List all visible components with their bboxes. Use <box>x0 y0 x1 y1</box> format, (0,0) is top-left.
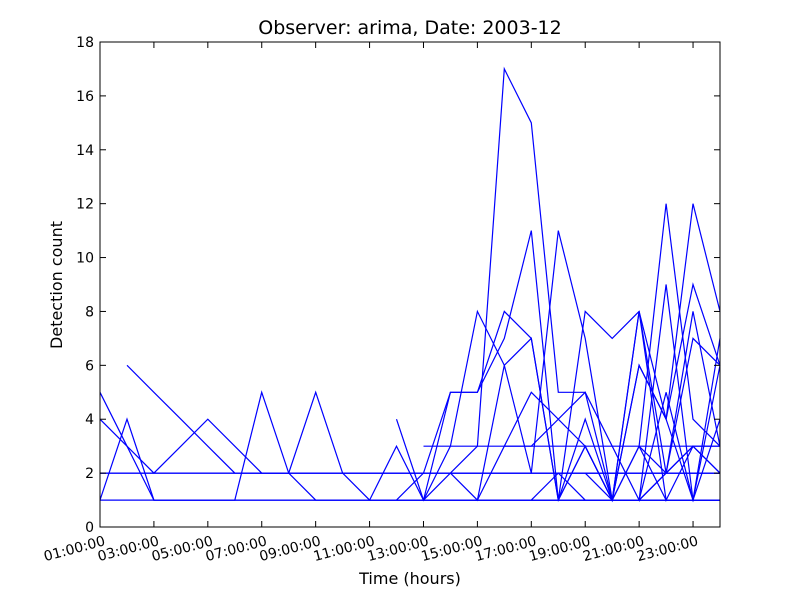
x-axis-label: Time (hours) <box>358 569 461 588</box>
y-tick-label: 6 <box>85 358 94 374</box>
series-line-19 <box>611 444 720 501</box>
y-axis-label: Detection count <box>47 221 66 349</box>
y-axis-ticks: 0 2 4 6 8 10 12 14 16 18 <box>76 35 720 536</box>
y-tick-label: 8 <box>85 304 94 320</box>
series-line-20 <box>638 445 721 474</box>
series-line-14 <box>476 284 721 503</box>
y-tick-label: 10 <box>76 251 94 267</box>
series-line-13 <box>449 230 721 502</box>
y-tick-label: 0 <box>85 520 94 536</box>
series-line-18 <box>584 392 721 503</box>
y-tick-label: 4 <box>85 412 94 428</box>
plot-lines <box>99 66 721 503</box>
chart-title: Observer: arima, Date: 2003-12 <box>258 17 561 39</box>
series-line-16 <box>530 363 721 503</box>
plot-frame <box>99 41 721 528</box>
y-tick-label: 12 <box>76 197 94 213</box>
y-tick-label: 14 <box>76 143 94 159</box>
y-tick-label: 18 <box>76 35 94 51</box>
series-line-12 <box>422 230 721 503</box>
y-tick-label: 2 <box>85 466 94 482</box>
y-tick-label: 16 <box>76 89 94 105</box>
